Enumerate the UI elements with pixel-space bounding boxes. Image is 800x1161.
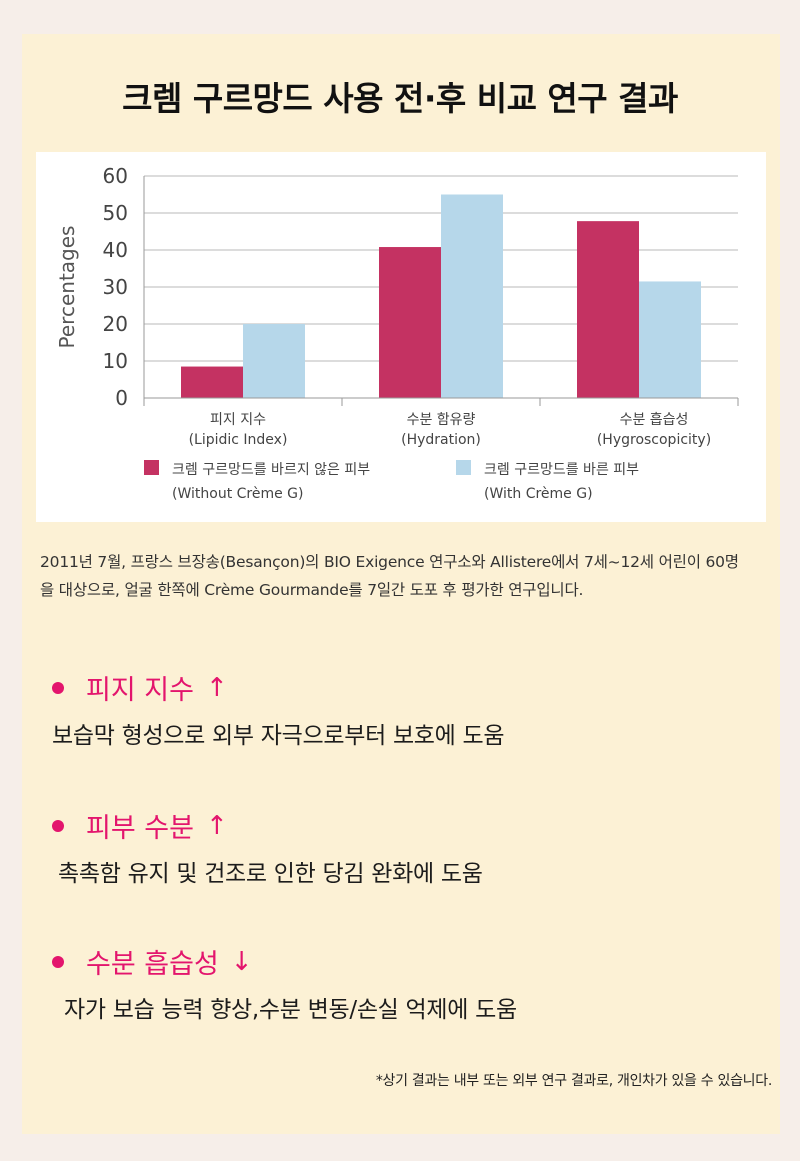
legend-swatch [144, 460, 159, 475]
x-category-label: 수분 함유량 [407, 412, 476, 428]
bullet-hygro-title: 수분 흡습성 [86, 949, 219, 980]
arrow-down-icon: ↓ [230, 946, 253, 977]
bullet-hydration-heading: 피부 수분 ↑ [52, 806, 228, 845]
bar-with [243, 324, 305, 398]
bullet-lipid-title: 피지 지수 [86, 675, 194, 706]
bar-without [181, 366, 243, 398]
arrow-up-icon: ↑ [205, 810, 228, 841]
y-tick-label: 40 [103, 238, 128, 262]
bullet-dot-icon [52, 681, 64, 694]
x-category-sublabel: (Hygroscopicity) [597, 432, 711, 448]
y-tick-label: 0 [115, 386, 128, 410]
bar-with [441, 194, 503, 398]
arrow-up-icon: ↑ [205, 672, 228, 703]
x-category-label: 수분 흡습성 [620, 412, 689, 428]
study-description: 2011년 7월, 프랑스 브장송(Besançon)의 BIO Exigenc… [40, 553, 739, 599]
y-tick-label: 30 [103, 275, 128, 299]
bullet-hygro-heading: 수분 흡습성 ↓ [52, 942, 253, 981]
bar-without [577, 221, 639, 398]
bullet-lipid-text: 보습막 형성으로 외부 자극으로부터 보호에 도움 [52, 723, 505, 749]
bar-with [639, 281, 701, 398]
bar-without [379, 247, 441, 398]
bullet-dot-icon [52, 819, 64, 832]
y-tick-label: 60 [103, 164, 128, 188]
bullet-hydration-title: 피부 수분 [86, 813, 194, 844]
x-category-sublabel: (Lipidic Index) [189, 432, 288, 448]
footnote: *상기 결과는 내부 또는 외부 연구 결과로, 개인차가 있을 수 있습니다. [375, 1073, 772, 1089]
legend-label: 크렘 구르망드를 바른 피부 [484, 462, 639, 478]
y-tick-label: 50 [103, 201, 128, 225]
legend-label-en: (With Crème G) [484, 486, 593, 502]
bullet-hygro-text: 자가 보습 능력 향상,수분 변동/손실 억제에 도움 [64, 997, 517, 1023]
legend-swatch [456, 460, 471, 475]
bar-chart: 0 10 20 30 40 50 60 Percentages 피지 지수 (Lipidic In… [55, 164, 739, 502]
y-tick-label: 10 [103, 349, 128, 373]
bullet-dot-icon [52, 955, 64, 968]
legend-label: 크렘 구르망드를 바르지 않은 피부 [172, 462, 370, 478]
x-category-sublabel: (Hydration) [401, 432, 481, 448]
y-axis-label: Percentages [55, 226, 79, 349]
chart-container: 0 10 20 30 40 50 60 Percentages 피지 지수 (Lipidic In… [36, 152, 766, 522]
x-category-label: 피지 지수 [210, 412, 266, 428]
bullet-lipid-heading: 피지 지수 ↑ [52, 668, 228, 707]
page-title: 크렘 구르망드 사용 전·후 비교 연구 결과 [122, 79, 678, 118]
legend-label-en: (Without Crème G) [172, 486, 303, 502]
bullet-hydration-text: 촉촉함 유지 및 건조로 인한 당김 완화에 도움 [58, 861, 483, 887]
y-tick-label: 20 [103, 312, 128, 336]
